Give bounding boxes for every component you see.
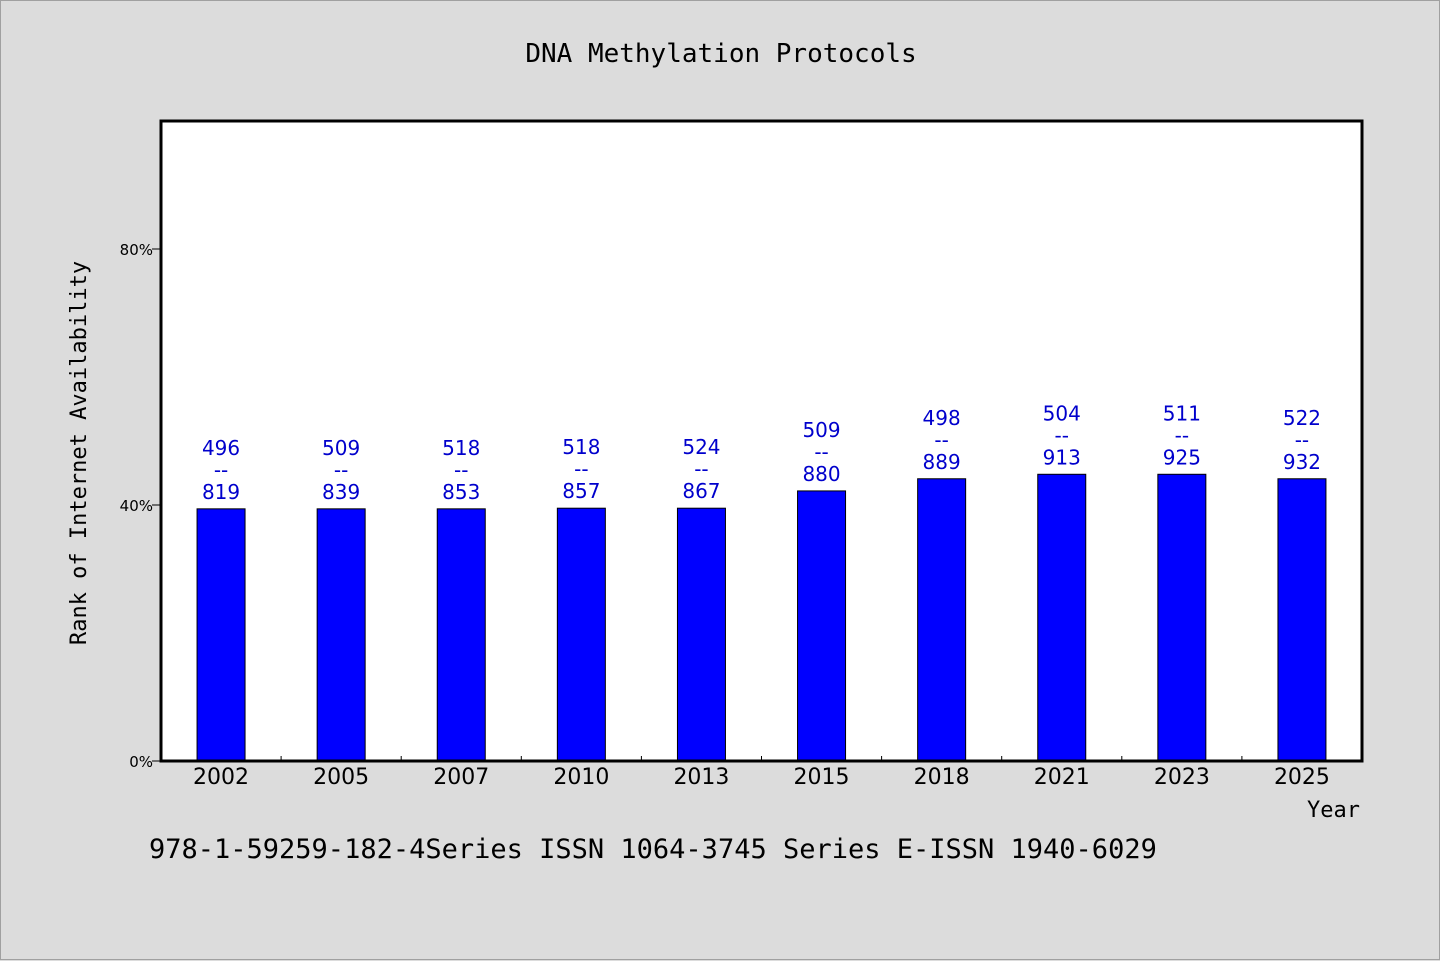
- bar: [1037, 473, 1087, 762]
- bar-value-label: 867: [682, 479, 720, 503]
- bar-value-label: --: [1055, 423, 1069, 447]
- bar-value-label: 509: [802, 418, 840, 442]
- footer-note: 978-1-59259-182-4Series ISSN 1064-3745 S…: [149, 834, 1157, 865]
- x-tick-label: 2015: [794, 765, 850, 790]
- x-tick-label: 2025: [1274, 765, 1330, 790]
- bar-value-label: --: [1175, 423, 1189, 447]
- chart-title: DNA Methylation Protocols: [525, 39, 916, 69]
- bar: [1277, 478, 1327, 762]
- bar-value-label: 880: [802, 462, 840, 486]
- bar-value-label: 511: [1163, 401, 1201, 425]
- bar-value-label: 524: [682, 435, 720, 459]
- bar-value-label: 518: [442, 436, 480, 460]
- bar-value-label: --: [334, 458, 348, 482]
- bar: [436, 508, 486, 762]
- bar-value-label: --: [814, 440, 828, 464]
- bar-value-label: --: [934, 428, 948, 452]
- bar-value-label: 522: [1283, 406, 1321, 430]
- y-axis: 0% 40% 80%: [120, 241, 161, 771]
- x-tick-label: 2005: [313, 765, 369, 790]
- x-tick-label: 2007: [433, 765, 489, 790]
- y-tick-label: 40%: [120, 497, 153, 515]
- bar: [797, 490, 847, 762]
- bar-value-label: 932: [1283, 450, 1321, 474]
- plot-frame: [159, 119, 1364, 763]
- bar-value-label: 498: [923, 406, 961, 430]
- bar-value-label: 925: [1163, 445, 1201, 469]
- bar-value-label: 509: [322, 436, 360, 460]
- bar: [196, 508, 246, 762]
- bar-series: [196, 473, 1327, 762]
- bar-value-label: 853: [442, 480, 480, 504]
- bar-value-label: 913: [1043, 445, 1081, 469]
- bar-value-label: --: [574, 457, 588, 481]
- x-axis-title: Year: [1307, 798, 1360, 823]
- bar-value-label: --: [214, 458, 228, 482]
- bar: [1157, 473, 1207, 762]
- x-tick-label: 2002: [193, 765, 249, 790]
- bar-value-label: 504: [1043, 401, 1081, 425]
- y-tick-label: 0%: [129, 753, 153, 771]
- bar: [316, 508, 366, 762]
- bar-value-label: --: [1295, 428, 1309, 452]
- x-tick-label: 2021: [1034, 765, 1090, 790]
- x-axis: 2002 2005 2007 2010 2013 2015 2018 2021 2023 2025: [193, 756, 1330, 790]
- bar-value-label: 857: [562, 479, 600, 503]
- bar-value-label: 819: [202, 480, 240, 504]
- bar-value-label: --: [454, 458, 468, 482]
- bar-value-label: 496: [202, 436, 240, 460]
- x-tick-label: 2018: [914, 765, 970, 790]
- bar-labels: 496--819509--839518--853518--857524--867…: [202, 401, 1321, 504]
- bar-value-label: 889: [923, 450, 961, 474]
- bar: [917, 478, 967, 762]
- y-axis-title: Rank of Internet Availability: [67, 261, 92, 645]
- bar-value-label: 839: [322, 480, 360, 504]
- bar-value-label: --: [694, 457, 708, 481]
- y-tick-label: 80%: [120, 241, 153, 259]
- x-tick-label: 2010: [553, 765, 609, 790]
- x-tick-label: 2013: [673, 765, 729, 790]
- bar: [556, 507, 606, 762]
- bar: [676, 507, 726, 762]
- x-tick-label: 2023: [1154, 765, 1210, 790]
- bar-value-label: 518: [562, 435, 600, 459]
